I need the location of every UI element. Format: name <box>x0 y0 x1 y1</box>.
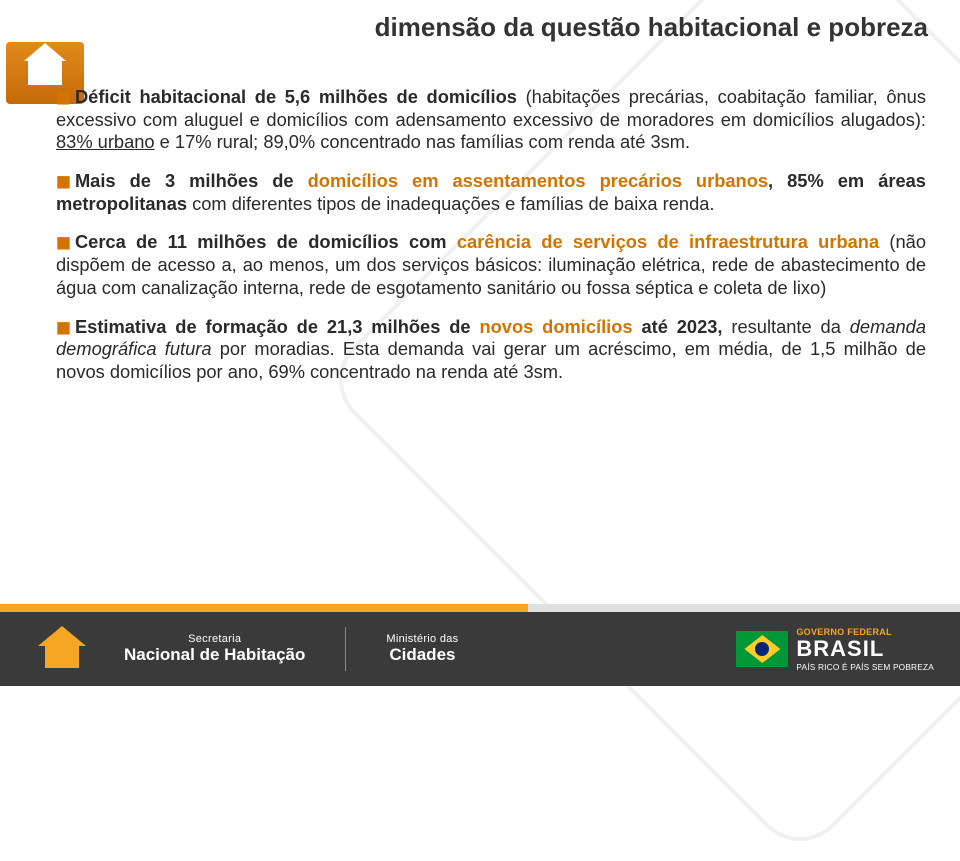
b2-lead-a: Mais de 3 milhões de <box>75 170 308 191</box>
bullet-4: ◼Estimativa de formação de 21,3 milhões … <box>56 316 926 384</box>
b2-rest: com diferentes tipos de inadequações e f… <box>192 193 714 214</box>
house-icon <box>28 61 62 85</box>
bullet-marker-icon: ◼ <box>56 317 71 337</box>
secretaria-line1: Secretaria <box>124 633 305 645</box>
bullet-marker-icon: ◼ <box>56 87 71 107</box>
ministerio-line1: Ministério das <box>386 633 458 645</box>
flag-icon <box>736 631 788 667</box>
footer: Secretaria Nacional de Habitação Ministé… <box>0 612 960 686</box>
b4-highlight: novos domicílios <box>479 316 632 337</box>
footer-separator <box>345 627 346 671</box>
b2-highlight: domicílios em assentamentos precários ur… <box>308 170 768 191</box>
gov-label: GOVERNO FEDERAL <box>796 627 934 637</box>
bullet-marker-icon: ◼ <box>56 171 71 191</box>
b1-rest-b: e 17% rural; 89,0% concentrado nas famíl… <box>155 131 691 152</box>
b3-highlight: carência de serviços de infraestrutura u… <box>457 231 890 252</box>
b4-lead: Estimativa de formação de 21,3 milhões d… <box>75 316 480 337</box>
bullet-2: ◼Mais de 3 milhões de domicílios em asse… <box>56 170 926 215</box>
b3-lead: Cerca de 11 milhões de domicílios com <box>75 231 457 252</box>
brasil-text: GOVERNO FEDERAL BRASIL PAÍS RICO É PAÍS … <box>796 627 934 672</box>
ministerio-line2: Cidades <box>386 645 458 665</box>
b4-lead-b: até 2023, <box>633 316 732 337</box>
b1-lead: Déficit habitacional de 5,6 milhões de d… <box>75 86 526 107</box>
bullet-marker-icon: ◼ <box>56 232 71 252</box>
ministerio-block: Ministério das Cidades <box>386 633 458 665</box>
bullet-3: ◼Cerca de 11 milhões de domicílios com c… <box>56 231 926 299</box>
slogan-label: PAÍS RICO É PAÍS SEM POBREZA <box>796 662 934 672</box>
page-title: dimensão da questão habitacional e pobre… <box>375 12 928 43</box>
content-area: ◼Déficit habitacional de 5,6 milhões de … <box>56 86 926 400</box>
bullet-1: ◼Déficit habitacional de 5,6 milhões de … <box>56 86 926 154</box>
secretaria-block: Secretaria Nacional de Habitação <box>124 633 305 665</box>
b4-rest-a: resultante da <box>731 316 849 337</box>
brasil-logo: GOVERNO FEDERAL BRASIL PAÍS RICO É PAÍS … <box>736 627 934 672</box>
accent-bar <box>0 604 960 612</box>
footer-house-icon <box>40 630 84 668</box>
secretaria-line2: Nacional de Habitação <box>124 645 305 665</box>
brasil-label: BRASIL <box>796 638 934 660</box>
b1-underline: 83% urbano <box>56 131 155 152</box>
